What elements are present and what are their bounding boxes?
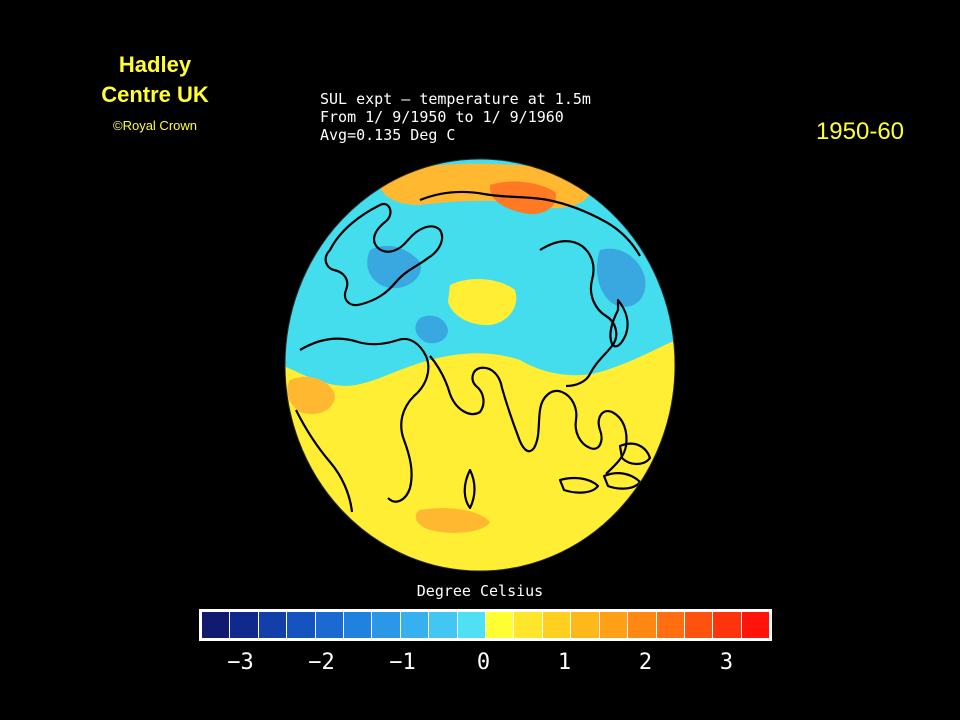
colorbar-swatch — [258, 612, 287, 638]
colorbar-swatch — [741, 612, 770, 638]
cool-anomaly-band — [285, 159, 675, 386]
colorbar-swatch — [486, 612, 514, 638]
colorbar-swatch — [202, 612, 230, 638]
colorbar-swatch — [429, 612, 457, 638]
credit-org-line1: Hadley — [118, 52, 192, 77]
colorbar — [199, 609, 772, 641]
colorbar-swatch — [656, 612, 684, 638]
coastline — [463, 468, 476, 510]
colorbar-ticks: −3 −2 −1 0 1 2 3 — [200, 650, 770, 680]
coastline — [618, 442, 652, 466]
map-title: SUL expt — temperature at 1.5m From 1/ 9… — [320, 90, 660, 144]
coastline — [558, 476, 600, 494]
warm-anomaly-patch — [448, 278, 517, 326]
colorbar-swatch — [514, 612, 542, 638]
colorbar-swatch — [372, 612, 400, 638]
legend-title: Degree Celsius — [416, 582, 544, 600]
colorbar-swatch — [315, 612, 344, 638]
coastline — [299, 337, 430, 503]
colorbar-swatch — [344, 612, 372, 638]
decade-label: 1950-60 — [815, 118, 905, 145]
warm-anomaly-patch — [415, 508, 490, 533]
colorbar-swatch — [230, 612, 258, 638]
colorbar-swatch — [571, 612, 599, 638]
map-title-line1: SUL expt — temperature at 1.5m — [320, 90, 591, 108]
colorbar-swatch — [542, 612, 571, 638]
coastline — [561, 390, 628, 475]
coastlines — [295, 190, 652, 513]
coastline — [324, 202, 444, 307]
coastline — [539, 240, 618, 388]
cold-anomaly-patch — [596, 248, 646, 307]
credit-org-line2: Centre UK — [101, 82, 209, 107]
coastline — [419, 190, 641, 257]
colorbar-swatch — [628, 612, 656, 638]
colorbar-tick-label: 1 — [557, 650, 572, 675]
colorbar-swatch — [457, 612, 486, 638]
globe-field — [285, 159, 675, 571]
colorbar-swatch — [684, 612, 713, 638]
cold-anomaly-patch — [415, 315, 448, 344]
colorbar-tick-label: −3 — [227, 650, 254, 675]
cold-anomaly-patch — [367, 245, 421, 289]
colorbar-swatch — [287, 612, 315, 638]
colorbar-swatch — [713, 612, 741, 638]
colorbar-tick-label: 0 — [476, 650, 491, 675]
credit-block: Hadley Centre UK ©Royal Crown — [60, 50, 250, 133]
map-title-line3: Avg=0.135 Deg C — [320, 126, 456, 144]
coastline — [609, 298, 629, 348]
colorbar-tick-label: 3 — [719, 650, 734, 675]
coastline — [429, 355, 563, 453]
globe-outline — [284, 158, 676, 572]
credit-copyright: ©Royal Crown — [113, 118, 197, 133]
colorbar-tick-label: −1 — [389, 650, 416, 675]
colorbar-tick-label: 2 — [638, 650, 653, 675]
colorbar-swatch — [599, 612, 628, 638]
colorbar-swatch — [400, 612, 429, 638]
colorbar-tick-label: −2 — [308, 650, 335, 675]
coastline — [295, 409, 354, 513]
map-title-line2: From 1/ 9/1950 to 1/ 9/1960 — [320, 108, 564, 126]
warm-anomaly-patch — [287, 376, 335, 415]
